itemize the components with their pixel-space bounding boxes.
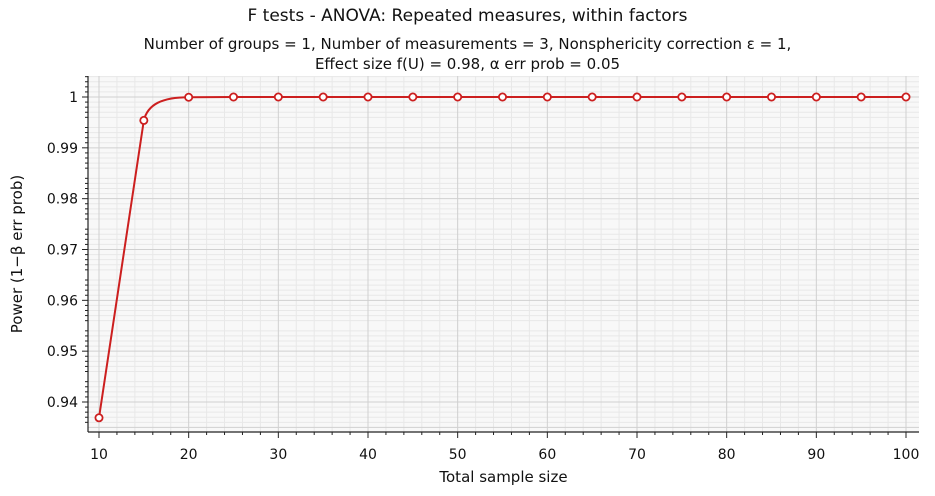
grid <box>88 76 919 432</box>
y-axis-title: Power (1−β err prob) <box>8 175 26 333</box>
x-tick-label: 90 <box>807 447 825 463</box>
x-tick-label: 70 <box>628 447 646 463</box>
y-tick-label: 0.97 <box>47 243 78 259</box>
data-points <box>94 92 911 423</box>
x-tick-label: 40 <box>359 447 377 463</box>
data-point <box>408 92 418 102</box>
plot-area <box>88 76 919 432</box>
data-point <box>811 92 821 102</box>
data-point <box>542 92 552 102</box>
series-line <box>98 96 906 418</box>
chart-subtitle-line2: Effect size f(U) = 0.98, α err prob = 0.… <box>314 55 621 73</box>
x-tick-label: 80 <box>718 447 736 463</box>
x-axis-title: Total sample size <box>438 468 567 486</box>
data-point <box>901 92 911 102</box>
data-point <box>632 92 642 102</box>
axes <box>82 76 919 438</box>
y-tick-label: 0.98 <box>47 192 78 208</box>
data-point <box>497 92 507 102</box>
data-point <box>318 92 328 102</box>
data-point <box>856 92 866 102</box>
x-tick-label: 50 <box>449 447 467 463</box>
data-point <box>722 92 732 102</box>
y-tick-label: 1 <box>69 90 78 106</box>
data-point <box>139 115 149 125</box>
data-point <box>184 92 194 102</box>
x-tick-label: 60 <box>538 447 556 463</box>
data-point <box>363 92 373 102</box>
x-tick-label: 20 <box>180 447 198 463</box>
chart-title: F tests - ANOVA: Repeated measures, with… <box>247 6 688 26</box>
data-point <box>587 92 597 102</box>
data-point <box>677 92 687 102</box>
x-tick-label: 10 <box>90 447 108 463</box>
data-point <box>453 92 463 102</box>
x-tick-label: 30 <box>269 447 287 463</box>
y-tick-label: 0.96 <box>47 293 78 309</box>
data-point <box>273 92 283 102</box>
y-tick-label: 0.99 <box>47 141 78 157</box>
tick-labels: 10 20 30 40 50 60 70 80 90 100 0.94 0.95 0.96 0.97 0.9… <box>47 90 920 463</box>
data-point <box>94 413 104 423</box>
x-tick-label: 100 <box>893 447 920 463</box>
data-point <box>767 92 777 102</box>
data-point <box>228 92 238 102</box>
chart-subtitle-line1: Number of groups = 1, Number of measurem… <box>143 35 792 53</box>
y-tick-label: 0.94 <box>47 395 78 411</box>
y-tick-label: 0.95 <box>47 344 78 360</box>
